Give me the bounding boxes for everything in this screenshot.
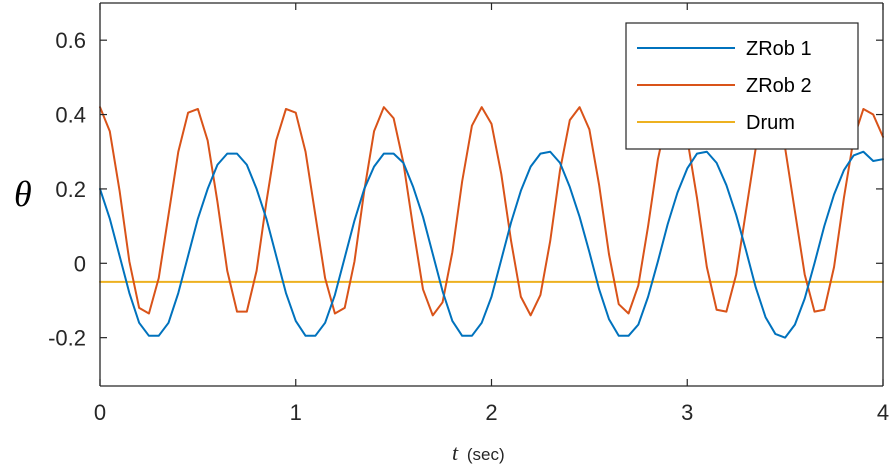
- y-tick-label: -0.2: [48, 326, 86, 351]
- legend-label: ZRob 1: [746, 38, 812, 60]
- legend-label: Drum: [746, 112, 795, 134]
- x-tick-label: 1: [290, 400, 302, 425]
- x-axis-label-variable: t: [452, 440, 459, 465]
- legend-item-drum: Drum: [637, 112, 795, 134]
- y-tick-label: 0: [74, 251, 86, 276]
- x-tick-label: 4: [877, 400, 889, 425]
- series-line-zrob-1: [99, 150, 884, 339]
- y-tick-label: 0.2: [55, 177, 86, 202]
- y-tick-label: 0.6: [55, 28, 86, 53]
- series-layer: [99, 106, 884, 339]
- legend-item-zrob-1: ZRob 1: [637, 38, 812, 60]
- legend: ZRob 1 ZRob 2 Drum: [625, 22, 859, 150]
- ticks-layer: 0 1 2 3 4 -0.2 0 0.2 0.4 0.6: [48, 3, 889, 425]
- x-tick-label: 3: [681, 400, 693, 425]
- y-axis-label: θ: [14, 174, 32, 214]
- x-tick-label: 0: [94, 400, 106, 425]
- y-tick-label: 0.4: [55, 103, 86, 128]
- x-axis-label: t (sec): [452, 440, 505, 465]
- series-line-zrob-2: [99, 106, 884, 317]
- legend-label: ZRob 2: [746, 75, 812, 97]
- x-tick-label: 2: [485, 400, 497, 425]
- svg-text:t (sec): t (sec): [452, 440, 505, 465]
- legend-item-zrob-2: ZRob 2: [637, 75, 812, 97]
- x-axis-label-unit: (sec): [462, 445, 505, 464]
